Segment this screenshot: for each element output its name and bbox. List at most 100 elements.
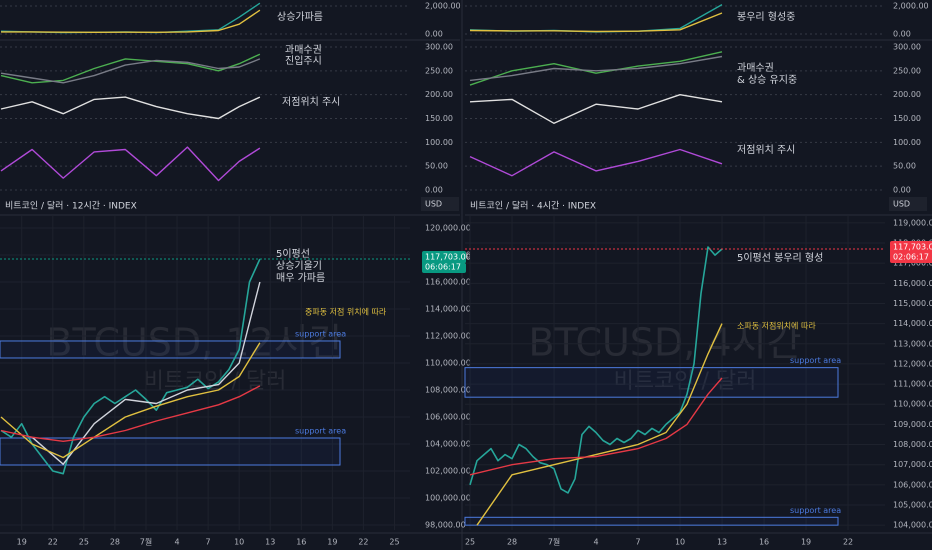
series-line (469, 246, 723, 494)
currency-tag (889, 197, 927, 211)
y-tick-label: 104,000.00 (893, 521, 932, 530)
y-tick-label: 0.00 (425, 185, 443, 194)
series-line (0, 342, 261, 459)
watermark: BTCUSD, 4시간 (528, 321, 801, 365)
x-tick-label: 28 (507, 538, 517, 547)
x-tick-label: 25 (465, 538, 475, 547)
x-tick-label: 7월 (548, 537, 560, 547)
y-tick-label: 50.00 (893, 162, 916, 171)
x-tick-label: 10 (234, 538, 244, 547)
y-tick-label: 150.00 (893, 114, 921, 123)
y-tick-label: 300.00 (893, 43, 921, 52)
y-tick-label: 98,000.00 (425, 521, 466, 530)
currency-label: USD (893, 200, 910, 209)
countdown-label: 02:06:17 (893, 252, 929, 261)
annotation: 과매수권 (285, 44, 322, 56)
x-tick-label: 10 (675, 538, 685, 547)
annotation: 소파동 저점위치에 따라 (737, 321, 816, 331)
y-tick-label: 109,000.00 (893, 420, 932, 429)
zone-label: support area (790, 356, 841, 365)
support-zone (464, 367, 839, 398)
y-tick-label: 50.00 (425, 162, 448, 171)
series-line (469, 55, 723, 82)
chart-title: 비트코인 / 달러 · 4시간 · INDEX (470, 200, 596, 212)
y-tick-label: 112,000.00 (893, 359, 932, 368)
y-tick-label: 250.00 (893, 66, 921, 75)
annotation: 5이평선 봉우리 형성 (737, 252, 823, 264)
series-line (476, 323, 723, 526)
x-tick-label: 22 (48, 538, 58, 547)
y-tick-label: 116,000.00 (425, 277, 471, 286)
annotation: 과매수권 (737, 62, 774, 74)
zone-label: support area (295, 426, 346, 435)
support-zone (464, 516, 839, 526)
series-line (0, 258, 261, 475)
y-tick-label: 107,000.00 (893, 460, 932, 469)
y-tick-label: 100,000.00 (425, 494, 471, 503)
series-line (0, 96, 261, 120)
y-tick-label: 102,000.00 (425, 466, 471, 475)
annotation: 진입주시 (285, 54, 322, 67)
watermark-sub: 비트코인 / 달러 (614, 369, 757, 394)
y-tick-label: 108,000.00 (893, 440, 932, 449)
series-line (469, 377, 723, 476)
y-tick-label: 112,000.00 (425, 331, 471, 340)
x-tick-label: 4 (174, 538, 179, 547)
y-tick-label: 2,000.00 (893, 2, 929, 11)
y-tick-label: 116,000.00 (893, 279, 932, 288)
x-tick-label: 13 (717, 538, 727, 547)
annotation: 중파동 저점 위치에 따라 (305, 307, 387, 317)
x-tick-label: 13 (265, 538, 275, 547)
x-tick-label: 22 (358, 538, 368, 547)
annotation: 상승기울기 (276, 260, 322, 272)
x-tick-label: 19 (327, 538, 337, 547)
annotation: & 상승 유지중 (737, 74, 797, 86)
annotation: 저점위치 주시 (737, 143, 795, 156)
annotation: 매우 가파름 (276, 272, 325, 284)
annotation: 봉우리 형성중 (737, 11, 795, 23)
y-tick-label: 150.00 (425, 114, 453, 123)
x-tick-label: 19 (801, 538, 811, 547)
support-zone (0, 340, 341, 359)
currency-tag (421, 197, 459, 211)
series-line (31, 281, 261, 465)
currency-label: USD (425, 200, 442, 209)
series-line (469, 94, 723, 124)
series-line (469, 12, 723, 33)
support-zone (0, 437, 341, 466)
y-tick-label: 108,000.00 (425, 385, 471, 394)
y-tick-label: 100.00 (893, 138, 921, 147)
y-tick-label: 105,000.00 (893, 501, 932, 510)
series-group (469, 3, 723, 33)
y-tick-label: 111,000.00 (893, 380, 932, 389)
series-group (469, 51, 723, 177)
zone-label: support area (295, 329, 346, 338)
series-line (469, 51, 723, 86)
series-group (0, 53, 261, 182)
series-line (469, 148, 723, 177)
y-tick-label: 2,000.00 (425, 2, 461, 11)
y-tick-label: 100.00 (425, 138, 453, 147)
y-tick-label: 115,000.00 (893, 299, 932, 308)
y-tick-label: 114,000.00 (893, 319, 932, 328)
x-tick-label: 4 (593, 538, 598, 547)
watermark: BTCUSD, 12시간 (46, 321, 343, 365)
series-group (0, 2, 261, 34)
y-tick-label: 200.00 (425, 90, 453, 99)
y-tick-label: 120,000.00 (425, 223, 471, 232)
y-tick-label: 0.00 (425, 29, 443, 38)
current-price-label: 117,703.00 (893, 242, 932, 251)
y-tick-label: 106,000.00 (893, 480, 932, 489)
y-tick-label: 113,000.00 (893, 339, 932, 348)
annotation: 저점위치 주시 (282, 95, 340, 108)
y-tick-label: 104,000.00 (425, 439, 471, 448)
x-tick-label: 16 (296, 538, 306, 547)
series-line (1, 9, 261, 33)
annotation: 상승가파름 (277, 11, 323, 23)
x-tick-label: 25 (389, 538, 399, 547)
x-tick-label: 7 (635, 538, 640, 547)
series-line (0, 385, 261, 442)
y-tick-label: 300.00 (425, 43, 453, 52)
y-tick-label: 117,000.00 (893, 259, 932, 268)
